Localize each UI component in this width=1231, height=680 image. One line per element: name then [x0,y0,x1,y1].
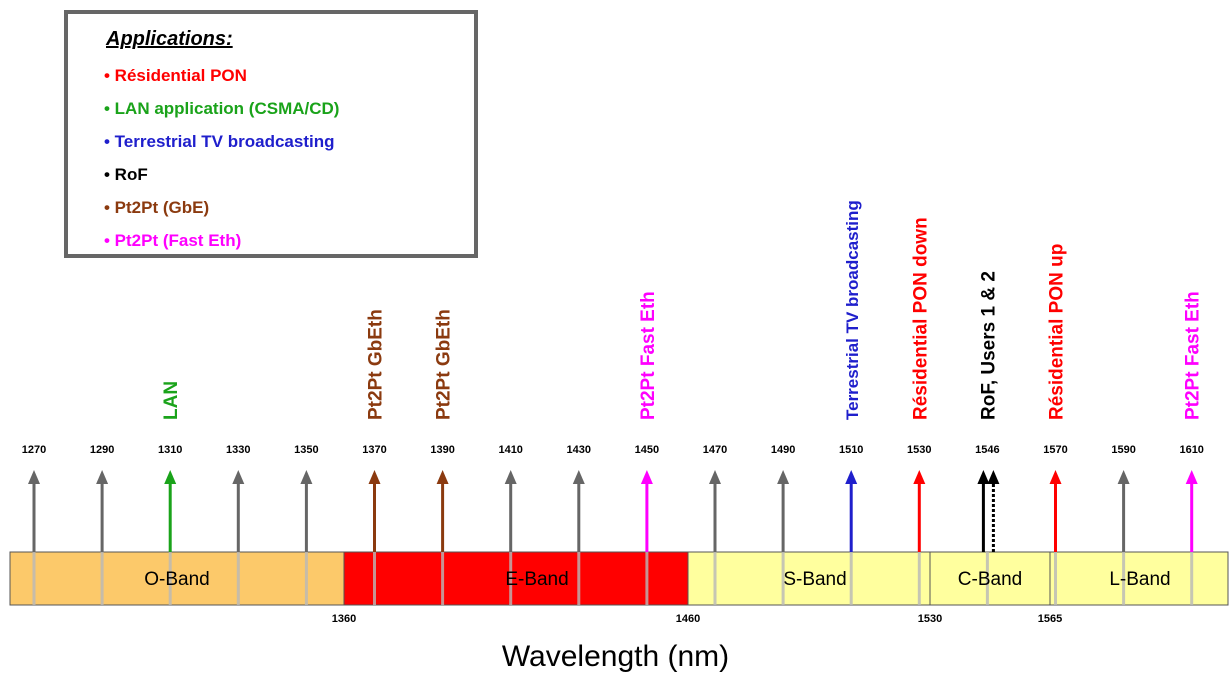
band-c-band [929,551,1051,606]
band-label-s-band: S-Band [783,569,846,590]
channel-label-1510: Terrestrial TV broadcasting [843,200,862,420]
channel-label-1610: Pt2Pt Fast Eth [1183,291,1204,420]
channel-1370: 1370 Pt2Pt GbEth [362,309,387,605]
channel-1570: 1570 Résidential PON up [1043,244,1068,605]
channel-label-1570: Résidential PON up [1047,244,1068,420]
channel-1350: 1350 [294,444,319,605]
channel-label-1370: Pt2Pt GbEth [366,309,387,420]
tick-label-1430: 1430 [567,444,591,456]
tick-label-1610: 1610 [1179,444,1203,456]
band-label-c-band: C-Band [958,569,1022,590]
channel-label-1530: Résidential PON down [910,217,931,420]
legend-title: Applications: [106,28,233,50]
channel-1390: 1390 Pt2Pt GbEth [430,309,455,605]
channel-1510: 1510 Terrestrial TV broadcasting [839,200,863,605]
channel-label-1390: Pt2Pt GbEth [434,309,455,420]
tick-label-1510: 1510 [839,444,863,456]
legend-item-terrestrial-tv: • Terrestrial TV broadcasting [104,132,335,151]
channel-1530: 1530 Résidential PON down [907,217,932,605]
legend-item-lan: • LAN application (CSMA/CD) [104,99,340,118]
band-label-l-band: L-Band [1109,569,1170,590]
band-edge-label-1460: 1460 [676,613,700,625]
axis-label: Wavelength (nm) [501,640,730,673]
band-s-band [687,551,931,606]
band-label-e-band: E-Band [505,569,568,590]
channel-1330: 1330 [226,444,251,605]
channel-label-1450: Pt2Pt Fast Eth [638,291,659,420]
legend-item-pt2pt-gbe: • Pt2Pt (GbE) [104,198,210,217]
legend-item-residential-pon: • Résidential PON [104,66,247,85]
applications-legend: Applications: • Résidential PON • LAN ap… [64,10,478,258]
tick-label-1590: 1590 [1111,444,1135,456]
tick-label-1450: 1450 [635,444,659,456]
channel-label-1310: LAN [161,381,182,420]
channel-1450: 1450 Pt2Pt Fast Eth [635,291,659,605]
tick-label-1290: 1290 [90,444,114,456]
channel-1290: 1290 [90,444,114,605]
channel-1610: 1610 Pt2Pt Fast Eth [1179,291,1204,605]
band-edge-label-1530: 1530 [918,613,942,625]
channel-label-1546: RoF, Users 1 & 2 [978,271,999,420]
band-l-band [1049,551,1229,606]
band-label-o-band: O-Band [144,569,209,590]
channel-1410: 1410 [498,444,523,605]
band-o-band [9,551,345,606]
band-edge-label-1565: 1565 [1038,613,1062,625]
band-e-band [343,551,689,606]
channel-1490: 1490 [771,444,795,605]
tick-label-1570: 1570 [1043,444,1067,456]
tick-label-1370: 1370 [362,444,386,456]
tick-label-1390: 1390 [430,444,454,456]
channel-1310: 1310 LAN [158,381,182,605]
tick-label-1310: 1310 [158,444,182,456]
channel-1430: 1430 [567,444,591,605]
channel-1470: 1470 [703,444,727,605]
tick-label-1330: 1330 [226,444,250,456]
tick-label-1470: 1470 [703,444,727,456]
channel-1546: 1546 RoF, Users 1 & 2 [975,271,1000,605]
tick-label-1410: 1410 [498,444,522,456]
legend-item-rof: • RoF [104,165,148,184]
legend-item-pt2pt-fast-eth: • Pt2Pt (Fast Eth) [104,231,242,250]
tick-label-1270: 1270 [22,444,46,456]
tick-label-1350: 1350 [294,444,318,456]
tick-label-1530: 1530 [907,444,931,456]
tick-label-1546: 1546 [975,444,999,456]
channel-1270: 1270 [22,444,46,605]
band-bar [9,551,1229,606]
tick-label-1490: 1490 [771,444,795,456]
channel-1590: 1590 [1111,444,1136,605]
band-edge-label-1360: 1360 [332,613,356,625]
band-edge-labels: 1360 1460 1530 1565 [332,613,1062,625]
